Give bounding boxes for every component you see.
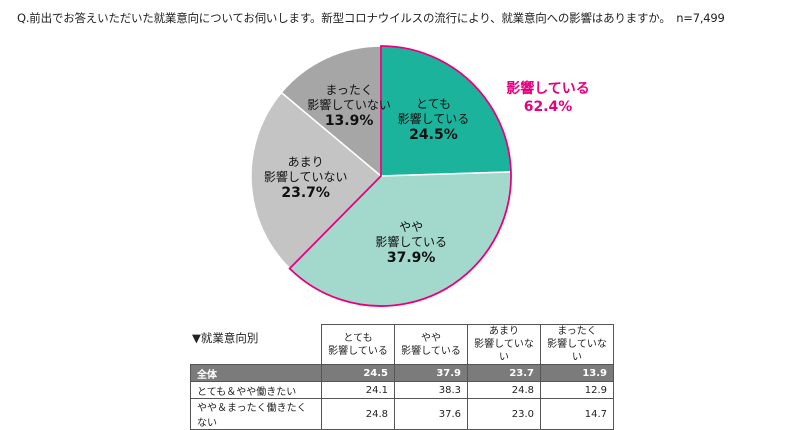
- header-cell: あまり 影響していない: [467, 324, 541, 365]
- slice-percent: 37.9%: [386, 250, 436, 267]
- slice-percent: 24.5%: [409, 126, 458, 143]
- row-label: 全体: [190, 364, 322, 382]
- callout-label: 影響している 62.4%: [506, 80, 590, 116]
- callout-value: 62.4%: [523, 99, 573, 115]
- table-cell: 38.3: [394, 381, 468, 399]
- slice-amari: [250, 91, 383, 270]
- slice-label-line1: やや: [399, 220, 424, 235]
- table-cell: 24.8: [467, 381, 541, 399]
- slice-label-line1: あまり: [287, 154, 324, 169]
- table-cell: 37.6: [394, 398, 468, 430]
- slice-label-line2: 影響していない: [307, 97, 391, 112]
- slice-label: あまり 影響していない 23.7%: [264, 155, 348, 202]
- header-cell: まったく 影響していない: [540, 324, 614, 365]
- slice-label-line2: 影響している: [375, 235, 447, 250]
- slice-label: やや 影響している 37.9%: [375, 220, 447, 267]
- affected-group-outline: [288, 45, 512, 307]
- table-header-row: とても 影響している やや 影響している あまり 影響していない まったく 影響していな…: [190, 324, 614, 365]
- row-label: とても＆やや働きたい: [190, 381, 322, 399]
- callout-title: 影響している: [506, 81, 590, 97]
- table-row: 全体 24.5 37.9 23.7 13.9: [190, 364, 614, 382]
- slice-label-line2: 影響していない: [263, 169, 348, 184]
- slice-label: とても 影響している 24.5%: [398, 97, 470, 144]
- table-cell: 23.7: [467, 364, 541, 382]
- table-cell: 23.0: [467, 398, 541, 430]
- header-blank: [190, 324, 322, 365]
- breakdown-table: とても 影響している やや 影響している あまり 影響していない まったく 影響していな…: [190, 324, 614, 430]
- slice-mattaku: [280, 45, 382, 178]
- header-cell: やや 影響している: [394, 324, 468, 365]
- slice-label: まったく 影響していない 13.9%: [307, 83, 391, 130]
- slice-label-line1: とても: [415, 96, 451, 111]
- table-cell: 24.5: [321, 364, 395, 382]
- table-cell: 24.1: [321, 381, 395, 399]
- slice-label-line1: まったく: [325, 82, 373, 97]
- table-cell: 14.7: [540, 398, 614, 430]
- table-row: やや＆まったく働きたくない 24.8 37.6 23.0 14.7: [190, 398, 614, 430]
- header-cell: とても 影響している: [321, 324, 395, 365]
- table-cell: 37.9: [394, 364, 468, 382]
- slice-percent: 23.7%: [281, 184, 330, 201]
- table-cell: 24.8: [321, 398, 395, 430]
- row-label: やや＆まったく働きたくない: [190, 398, 322, 430]
- slice-percent: 13.9%: [324, 112, 374, 129]
- question-text: Q.前出でお答えいただいた就業意向についてお伺いします。新型コロナウイルスの流行…: [17, 11, 725, 25]
- table-cell: 13.9: [540, 364, 614, 382]
- table-row: とても＆やや働きたい 24.1 38.3 24.8 12.9: [190, 381, 614, 399]
- slice-label-line2: 影響している: [397, 111, 470, 126]
- table-cell: 12.9: [540, 381, 614, 399]
